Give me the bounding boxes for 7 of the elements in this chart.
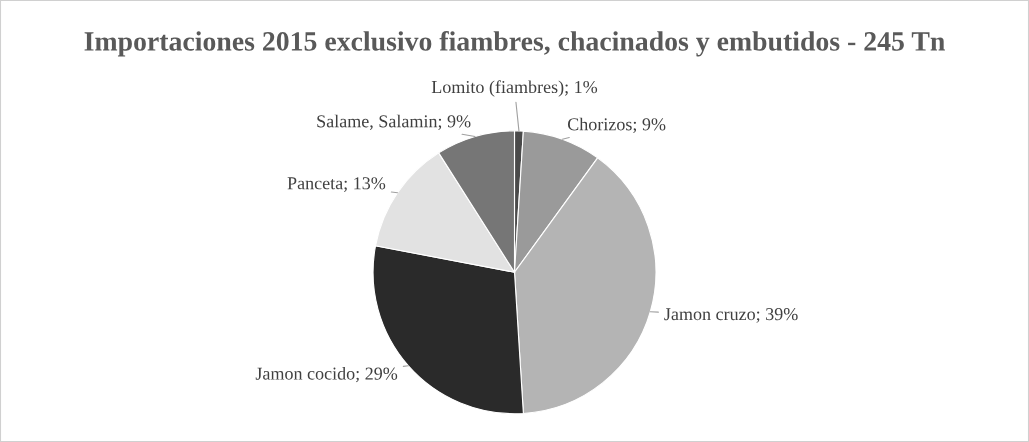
slice-label: Jamon cruzo; 39% (664, 308, 798, 323)
slice-label: Lomito (fiambres); 1% (431, 80, 598, 97)
chart-title: Importaciones 2015 exclusivo fiambres, chacinados y embutidos - 245 Tn (84, 30, 945, 57)
slice-label: Jamon cocido; 29% (255, 366, 398, 383)
slice-label: Chorizos; 9% (567, 117, 666, 133)
slice-label: Salame, Salamin; 9% (317, 114, 471, 130)
slice-label: Panceta; 13% (287, 177, 386, 192)
